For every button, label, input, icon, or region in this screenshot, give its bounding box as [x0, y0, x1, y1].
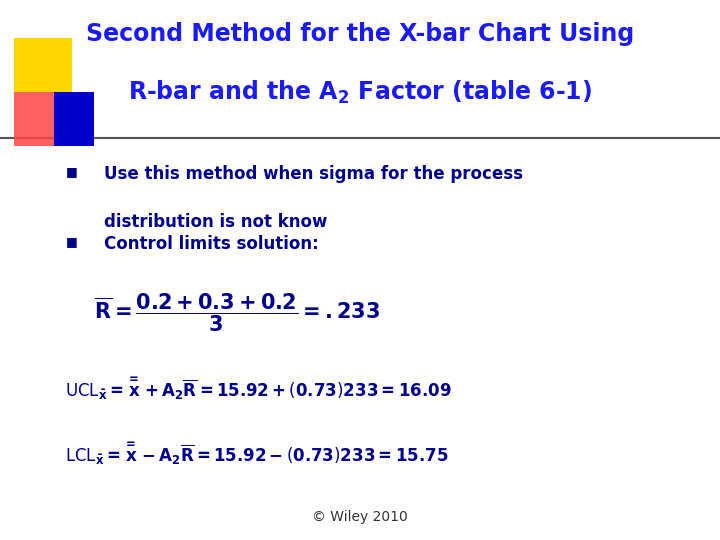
Text: Control limits solution:: Control limits solution: [104, 235, 319, 253]
Text: Second Method for the X-bar Chart Using: Second Method for the X-bar Chart Using [86, 22, 634, 45]
Text: distribution is not know: distribution is not know [104, 213, 328, 231]
Text: ■: ■ [66, 235, 78, 248]
Text: Use this method when sigma for the process: Use this method when sigma for the proce… [104, 165, 523, 183]
Text: $\mathbf{\mathrm{LCL}_{\bar{x}} = \overset{=}{x} - A_2\overline{R} = 15.92 - \le: $\mathbf{\mathrm{LCL}_{\bar{x}} = \overs… [65, 440, 449, 467]
Text: R-bar and the A$_{\mathbf{2}}$ Factor (table 6-1): R-bar and the A$_{\mathbf{2}}$ Factor (t… [128, 78, 592, 105]
Text: $\mathbf{\mathrm{UCL}_{\bar{x}} = \overset{=}{x} + A_2\overline{R} = 15.92 + \le: $\mathbf{\mathrm{UCL}_{\bar{x}} = \overs… [65, 375, 451, 402]
Text: © Wiley 2010: © Wiley 2010 [312, 510, 408, 524]
Text: $\mathbf{\overline{R} = \dfrac{0.2 + 0.3 + 0.2}{3} = .233}$: $\mathbf{\overline{R} = \dfrac{0.2 + 0.3… [94, 292, 380, 334]
Text: ■: ■ [66, 165, 78, 178]
